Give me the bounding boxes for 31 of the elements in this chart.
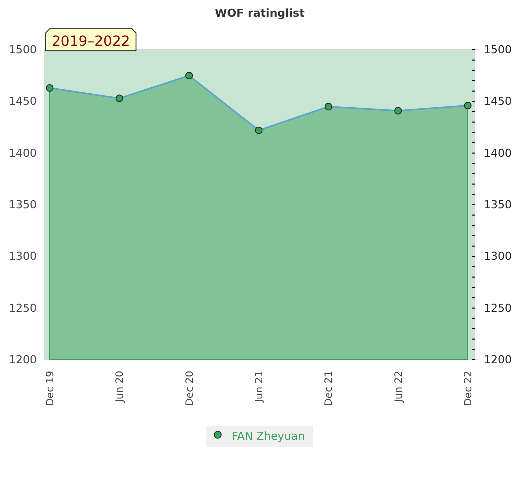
x-tick-label: Jun 21 bbox=[254, 371, 266, 404]
x-tick-label: Jun 22 bbox=[394, 371, 405, 404]
y2-tick-label: 1350 bbox=[9, 198, 37, 212]
point bbox=[255, 126, 263, 134]
y-tick-label: 1350 bbox=[484, 198, 512, 212]
legend-label: FAN Zheyuan bbox=[232, 430, 306, 443]
y2-tick-label: 1450 bbox=[9, 95, 37, 108]
x-tick-label: Jun 20 bbox=[115, 371, 126, 404]
y-tick-label: 1300 bbox=[484, 250, 512, 264]
x-tick-label: Dec 19 bbox=[46, 371, 56, 406]
point bbox=[186, 72, 194, 80]
y-tick-label: 1250 bbox=[484, 302, 512, 315]
y2-tick-label: 1250 bbox=[9, 302, 37, 315]
y-tick-label: 1400 bbox=[484, 146, 512, 160]
y-tick-label: 1200 bbox=[484, 354, 512, 367]
point bbox=[46, 84, 54, 92]
y2-tick-label: 1300 bbox=[9, 250, 37, 264]
y2-tick-label: 1500 bbox=[9, 44, 37, 57]
y2-tick-label: 1400 bbox=[9, 146, 37, 160]
x-tick-label: Dec 20 bbox=[184, 371, 196, 406]
point bbox=[324, 103, 332, 111]
y-tick-label: 1450 bbox=[484, 95, 512, 108]
point bbox=[394, 107, 402, 115]
x-tick-label: Dec 21 bbox=[324, 371, 336, 406]
chart-title: WOF ratinglist bbox=[215, 7, 305, 20]
x-tick-label: Dec 22 bbox=[464, 371, 474, 406]
y2-tick-label: 1200 bbox=[9, 354, 37, 367]
annotation: 2019–2022 bbox=[52, 34, 130, 50]
y-tick-label: 1500 bbox=[484, 44, 512, 57]
point bbox=[464, 102, 472, 110]
point bbox=[116, 94, 124, 102]
